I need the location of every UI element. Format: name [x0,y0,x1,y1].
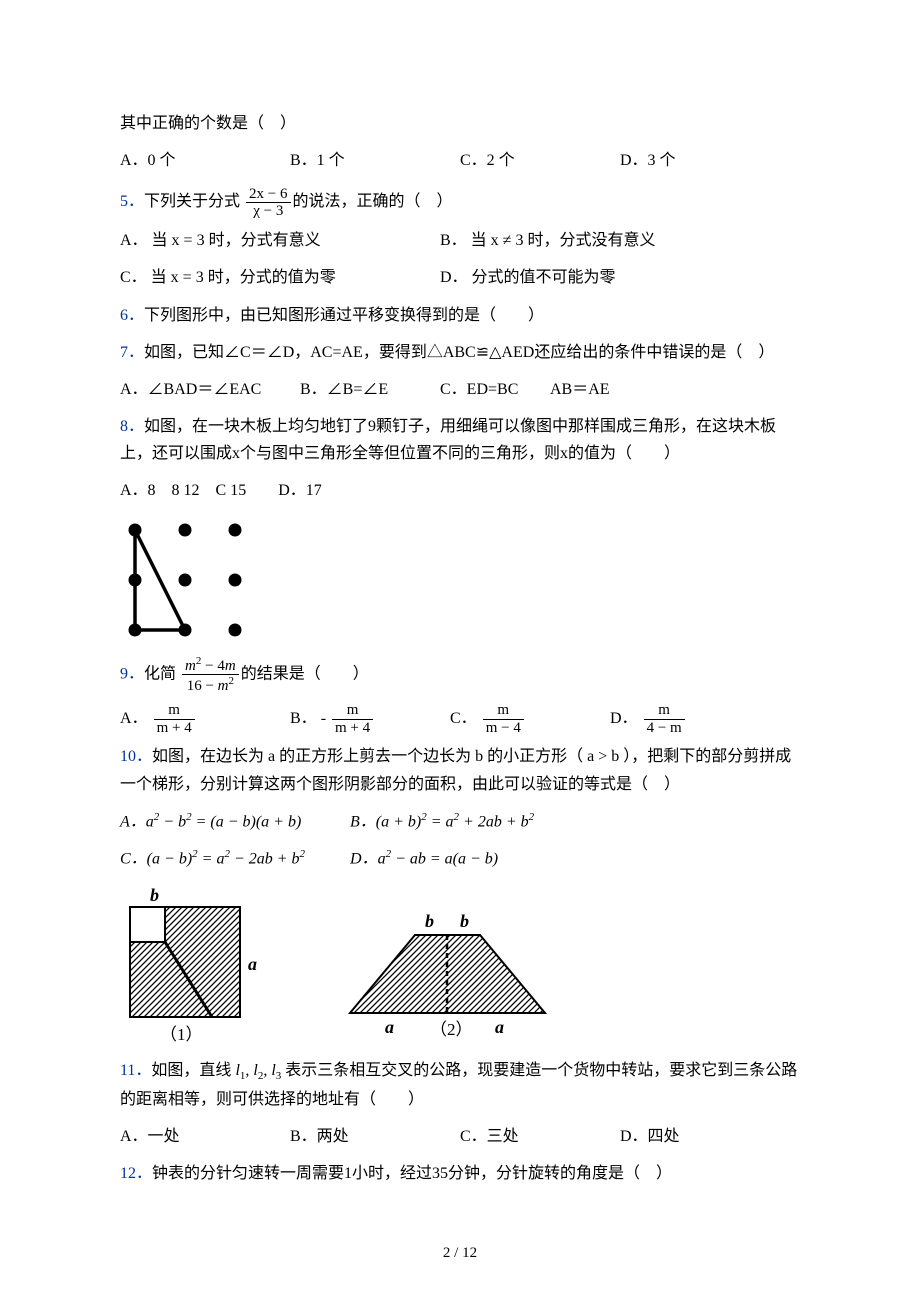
q7-option-c: C．ED=BC [440,376,550,403]
q5-stmt: 5．下列关于分式 2x − 6 χ − 3 的说法，正确的（ ） [120,184,800,221]
q8-number: 8． [120,418,144,435]
q12-text: 钟表的分针匀速转一周需要1小时，经过35分钟，分针旋转的角度是（ ） [152,1165,672,1182]
q9-option-d: D． m4 − m [610,701,687,738]
q7-option-d: AB＝AE [550,376,610,403]
svg-text:a: a [248,954,257,974]
q8-stmt: 8．如图，在一块木板上均匀地钉了9颗钉子，用细绳可以像图中那样围成三角形，在这块… [120,413,800,467]
q11-stmt: 11．如图，直线 l1, l2, l3 表示三条相互交叉的公路，现要建造一个货物… [120,1057,800,1113]
q5-option-a: A． 当 x = 3 时，分式有意义 [120,227,440,254]
option-c: C．2 个 [460,147,620,174]
q5-options-row1: A． 当 x = 3 时，分式有意义 B． 当 x ≠ 3 时，分式没有意义 [120,227,800,254]
q7-number: 7． [120,344,144,361]
q10-option-d: D．a2 − ab = a(a − b) [350,845,498,873]
option-b: B．1 个 [290,147,460,174]
q5-text-pre: 下列关于分式 [144,193,240,210]
q9-text-post: 的结果是（ ） [241,665,369,682]
q6-stmt: 6．下列图形中，由已知图形通过平移变换得到的是（ ） [120,302,800,329]
q11-option-b: B．两处 [290,1123,460,1150]
q12-stmt: 12．钟表的分针匀速转一周需要1小时，经过35分钟，分针旋转的角度是（ ） [120,1160,800,1187]
q11-text: 如图，直线 l1, l2, l3 表示三条相互交叉的公路，现要建造一个货物中转站… [120,1062,797,1108]
q9-option-c: C． mm − 4 [450,701,610,738]
q11-options: A．一处 B．两处 C．三处 D．四处 [120,1123,800,1150]
q8-options: A．8 8 12 C 15 D．17 [120,477,800,504]
q6-text: 下列图形中，由已知图形通过平移变换得到的是（ ） [144,307,544,324]
q11-option-d: D．四处 [620,1123,680,1150]
q9-options: A． mm + 4 B． - mm + 4 C． mm − 4 D． m4 − … [120,701,800,738]
q10-options-row1: A．a2 − b2 = (a − b)(a + b) B．(a + b)2 = … [120,808,800,836]
q10-figure-2: b b a （2） a [330,905,570,1045]
q10-figures: b a （1） b b a （2） a [120,885,800,1045]
q7-option-b: B．∠B=∠E [300,376,440,403]
q10-stmt: 10．如图，在边长为 a 的正方形上剪去一个边长为 b 的小正方形（ a > b… [120,743,800,797]
q6-number: 6． [120,307,144,324]
q10-number: 10． [120,748,152,765]
q12-number: 12． [120,1165,152,1182]
option-a: A．0 个 [120,147,290,174]
q10-option-c: C．(a − b)2 = a2 − 2ab + b2 [120,845,350,873]
q5-option-b: B． 当 x ≠ 3 时，分式没有意义 [440,227,655,254]
svg-text:b: b [150,885,159,905]
q9-text-pre: 化简 [144,665,176,682]
q5-fraction: 2x − 6 χ − 3 [246,186,290,220]
svg-text:b: b [460,911,469,931]
option-d: D．3 个 [620,147,676,174]
q9-number: 9． [120,665,144,682]
q5-number: 5． [120,193,144,210]
q10-options-row2: C．(a − b)2 = a2 − 2ab + b2 D．a2 − ab = a… [120,845,800,873]
prev-question-stmt: 其中正确的个数是（ ） [120,110,800,137]
q7-text: 如图，已知∠C＝∠D，AC=AE，要得到△ABC≌△AED还应给出的条件中错误的… [144,344,774,361]
q10-text: 如图，在边长为 a 的正方形上剪去一个边长为 b 的小正方形（ a > b ），… [120,748,791,792]
q8-figure [120,515,800,645]
q11-number: 11． [120,1062,151,1079]
page-number: 2 / 12 [0,1245,920,1262]
svg-text:b: b [425,911,434,931]
q11-option-a: A．一处 [120,1123,290,1150]
q9-option-b: B． - mm + 4 [290,701,450,738]
svg-text:（1）: （1） [160,1025,203,1044]
prev-question-options: A．0 个 B．1 个 C．2 个 D．3 个 [120,147,800,174]
q5-text-post: 的说法，正确的（ ） [293,193,453,210]
svg-text:a: a [495,1017,504,1037]
q7-options: A．∠BAD＝∠EAC B．∠B=∠E C．ED=BC AB＝AE [120,376,800,403]
q5-option-c: C． 当 x = 3 时，分式的值为零 [120,264,440,291]
q10-option-b: B．(a + b)2 = a2 + 2ab + b2 [350,808,534,836]
q9-fraction: m2 − 4m 16 − m2 [182,655,239,695]
q10-option-a: A．a2 − b2 = (a − b)(a + b) [120,808,350,836]
q8-text: 如图，在一块木板上均匀地钉了9颗钉子，用细绳可以像图中那样围成三角形，在这块木板… [120,418,776,462]
q7-option-a: A．∠BAD＝∠EAC [120,376,300,403]
svg-text:a: a [385,1017,394,1037]
q7-stmt: 7．如图，已知∠C＝∠D，AC=AE，要得到△ABC≌△AED还应给出的条件中错… [120,339,800,366]
q9-option-a: A． mm + 4 [120,701,290,738]
q9-stmt: 9．化简 m2 − 4m 16 − m2 的结果是（ ） [120,655,800,695]
q10-figure-1: b a （1） [120,885,270,1045]
q11-option-c: C．三处 [460,1123,620,1150]
q5-options-row2: C． 当 x = 3 时，分式的值为零 D． 分式的值不可能为零 [120,264,800,291]
q5-option-d: D． 分式的值不可能为零 [440,264,616,291]
svg-text:（2）: （2） [430,1020,473,1039]
